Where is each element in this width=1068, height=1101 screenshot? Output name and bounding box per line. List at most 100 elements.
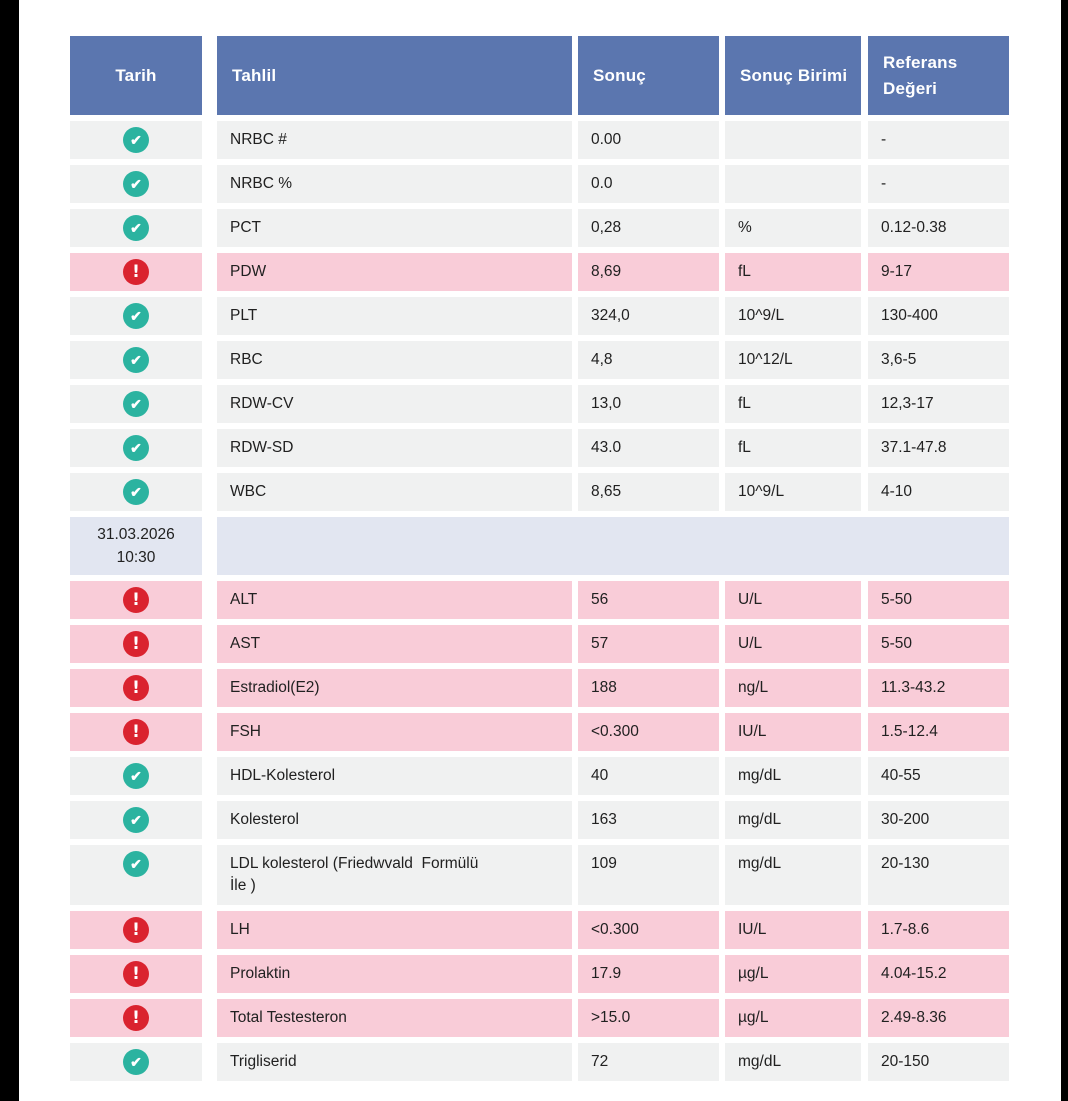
result-unit-cell: IU/L bbox=[725, 911, 861, 949]
result-value-cell: 0.00 bbox=[578, 121, 719, 159]
result-row: ! LH <0.300 IU/L 1.7-8.6 bbox=[70, 911, 1009, 949]
column-header-sonuc: Sonuç bbox=[578, 36, 719, 115]
result-value-cell: 40 bbox=[578, 757, 719, 795]
lab-results-table: Tarih Tahlil Sonuç Sonuç Birimi Referans… bbox=[70, 36, 1009, 1087]
status-alert-icon: ! bbox=[123, 631, 149, 657]
status-alert-icon: ! bbox=[123, 917, 149, 943]
status-cell: ! bbox=[70, 911, 202, 949]
result-unit-cell bbox=[725, 165, 861, 203]
status-cell: ✔ bbox=[70, 385, 202, 423]
status-cell: ✔ bbox=[70, 121, 202, 159]
reference-range-cell: 4-10 bbox=[868, 473, 1009, 511]
test-name-cell: Total Testesteron bbox=[217, 999, 572, 1037]
status-cell: ! bbox=[70, 999, 202, 1037]
status-ok-icon: ✔ bbox=[123, 1049, 149, 1075]
reference-range-cell: 3,6-5 bbox=[868, 341, 1009, 379]
test-name-cell: Kolesterol bbox=[217, 801, 572, 839]
result-unit-cell: % bbox=[725, 209, 861, 247]
date-separator-row: 31.03.2026 10:30 bbox=[70, 517, 1009, 575]
status-cell: ✔ bbox=[70, 757, 202, 795]
result-value-cell: 4,8 bbox=[578, 341, 719, 379]
result-unit-cell: mg/dL bbox=[725, 757, 861, 795]
status-cell: ! bbox=[70, 253, 202, 291]
result-value-cell: 43.0 bbox=[578, 429, 719, 467]
column-header-tahlil: Tahlil bbox=[217, 36, 572, 115]
date-cell: 31.03.2026 10:30 bbox=[70, 517, 202, 575]
reference-range-cell: 40-55 bbox=[868, 757, 1009, 795]
result-row: ✔ RBC 4,8 10^12/L 3,6-5 bbox=[70, 341, 1009, 379]
result-value-cell: 109 bbox=[578, 845, 719, 905]
status-ok-icon: ✔ bbox=[123, 763, 149, 789]
reference-range-cell: 30-200 bbox=[868, 801, 1009, 839]
result-unit-cell: mg/dL bbox=[725, 801, 861, 839]
column-header-sonuc-birimi: Sonuç Birimi bbox=[725, 36, 861, 115]
status-ok-icon: ✔ bbox=[123, 171, 149, 197]
result-unit-cell: fL bbox=[725, 385, 861, 423]
status-ok-icon: ✔ bbox=[123, 391, 149, 417]
status-ok-icon: ✔ bbox=[123, 807, 149, 833]
result-unit-cell: fL bbox=[725, 429, 861, 467]
reference-range-cell: 12,3-17 bbox=[868, 385, 1009, 423]
result-row: ! Total Testesteron >15.0 µg/L 2.49-8.36 bbox=[70, 999, 1009, 1037]
result-unit-cell: mg/dL bbox=[725, 1043, 861, 1081]
status-cell: ! bbox=[70, 955, 202, 993]
reference-range-cell: - bbox=[868, 165, 1009, 203]
result-unit-cell: IU/L bbox=[725, 713, 861, 751]
reference-range-cell: 20-130 bbox=[868, 845, 1009, 905]
result-row: ✔ RDW-SD 43.0 fL 37.1-47.8 bbox=[70, 429, 1009, 467]
column-header-tarih: Tarih bbox=[70, 36, 202, 115]
result-row: ✔ HDL-Kolesterol 40 mg/dL 40-55 bbox=[70, 757, 1009, 795]
result-row: ! ALT 56 U/L 5-50 bbox=[70, 581, 1009, 619]
test-name-cell: PCT bbox=[217, 209, 572, 247]
test-name-cell: RBC bbox=[217, 341, 572, 379]
right-edge-bar bbox=[1061, 0, 1068, 1101]
test-name-cell: LDL kolesterol (Friedwvald Formülü İle ) bbox=[217, 845, 572, 905]
test-name-cell: NRBC % bbox=[217, 165, 572, 203]
status-cell: ✔ bbox=[70, 165, 202, 203]
result-value-cell: 56 bbox=[578, 581, 719, 619]
result-row: ! Prolaktin 17.9 µg/L 4.04-15.2 bbox=[70, 955, 1009, 993]
result-value-cell: <0.300 bbox=[578, 911, 719, 949]
test-name-cell: NRBC # bbox=[217, 121, 572, 159]
test-name-cell: RDW-SD bbox=[217, 429, 572, 467]
result-value-cell: >15.0 bbox=[578, 999, 719, 1037]
reference-range-cell: 20-150 bbox=[868, 1043, 1009, 1081]
result-value-cell: 13,0 bbox=[578, 385, 719, 423]
result-value-cell: 163 bbox=[578, 801, 719, 839]
result-unit-cell: 10^12/L bbox=[725, 341, 861, 379]
reference-range-cell: 5-50 bbox=[868, 581, 1009, 619]
result-value-cell: 0.0 bbox=[578, 165, 719, 203]
reference-range-cell: 1.5-12.4 bbox=[868, 713, 1009, 751]
test-name-cell: ALT bbox=[217, 581, 572, 619]
result-row: ✔ NRBC #0.00 - bbox=[70, 121, 1009, 159]
result-unit-cell: ng/L bbox=[725, 669, 861, 707]
status-cell: ! bbox=[70, 625, 202, 663]
status-alert-icon: ! bbox=[123, 719, 149, 745]
result-row: ✔ PCT 0,28% 0.12-0.38 bbox=[70, 209, 1009, 247]
result-value-cell: 324,0 bbox=[578, 297, 719, 335]
left-edge-bar bbox=[0, 0, 19, 1101]
status-ok-icon: ✔ bbox=[123, 435, 149, 461]
status-ok-icon: ✔ bbox=[123, 851, 149, 877]
test-name-cell: HDL-Kolesterol bbox=[217, 757, 572, 795]
test-name-cell: WBC bbox=[217, 473, 572, 511]
reference-range-cell: 2.49-8.36 bbox=[868, 999, 1009, 1037]
reference-range-cell: 5-50 bbox=[868, 625, 1009, 663]
test-name-cell: PDW bbox=[217, 253, 572, 291]
date-text: 31.03.2026 bbox=[97, 526, 175, 543]
result-unit-cell: U/L bbox=[725, 581, 861, 619]
status-cell: ✔ bbox=[70, 801, 202, 839]
status-alert-icon: ! bbox=[123, 259, 149, 285]
date-separator-spacer bbox=[217, 517, 1009, 575]
reference-range-cell: - bbox=[868, 121, 1009, 159]
result-unit-cell: µg/L bbox=[725, 955, 861, 993]
status-cell: ! bbox=[70, 713, 202, 751]
result-value-cell: 188 bbox=[578, 669, 719, 707]
time-text: 10:30 bbox=[116, 549, 156, 566]
test-name-cell: PLT bbox=[217, 297, 572, 335]
status-cell: ✔ bbox=[70, 297, 202, 335]
result-row: ✔ Trigliserid 72 mg/dL 20-150 bbox=[70, 1043, 1009, 1081]
status-alert-icon: ! bbox=[123, 961, 149, 987]
result-value-cell: 8,65 bbox=[578, 473, 719, 511]
